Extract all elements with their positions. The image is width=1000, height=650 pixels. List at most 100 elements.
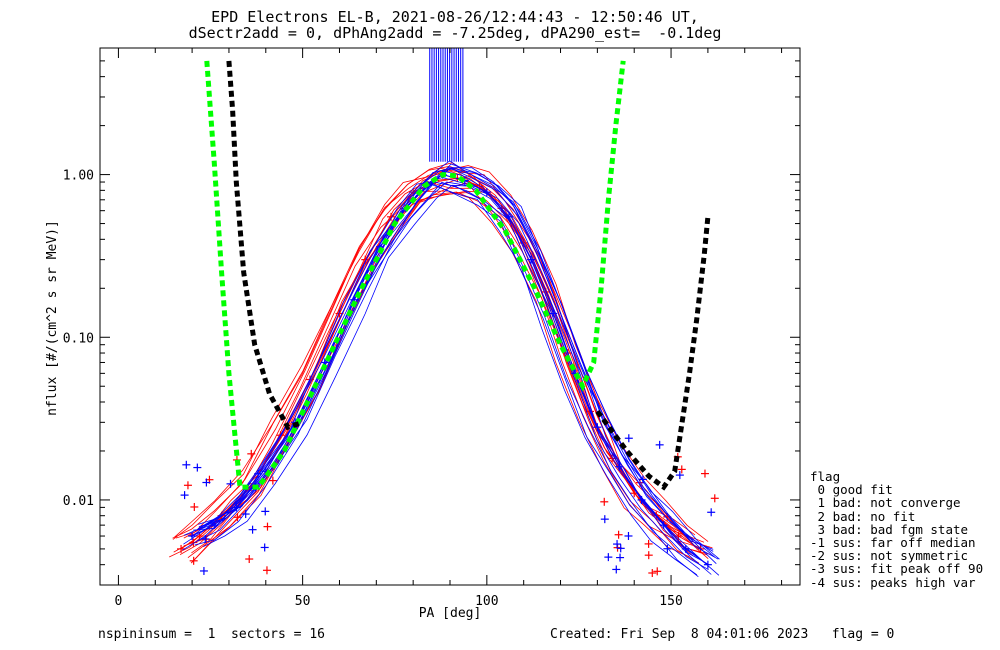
data-point-marker [241,510,250,519]
legend-item: -2 sus: not symmetric [810,548,969,564]
series-trace [203,184,720,576]
data-point-marker [644,539,653,548]
data-point-marker [182,460,191,469]
data-point-marker [504,212,513,221]
data-point-marker [482,188,491,197]
data-point-marker [233,513,242,522]
footer-info: nspininsum = 1 sectors = 16 [98,627,325,642]
data-point-marker [210,521,219,530]
data-point-marker [177,544,186,553]
data-point-marker [549,309,558,318]
data-point-marker [675,471,684,480]
data-point-marker [527,255,536,264]
data-point-marker [245,555,254,564]
data-point-marker [263,522,272,531]
series-trace [183,183,699,578]
data-point-marker [707,508,716,517]
fit-curves [204,60,711,491]
fit-curve-green [204,60,626,490]
series-trace [198,167,715,558]
data-point-marker [653,567,662,576]
data-point-marker [710,494,719,503]
data-point-marker [183,481,192,490]
data-point-marker [260,543,269,552]
chart-title: EPD Electrons EL-B, 2021-08-26/12:44:43 … [211,8,699,26]
data-point-marker [648,568,657,577]
x-tick-label: 0 [115,594,123,609]
data-point-marker [247,449,256,458]
data-point-marker [681,544,690,553]
y-axis-label: nflux [#/(cm^2 s sr MeV)] [45,220,60,416]
y-tick-label: 0.10 [63,331,94,346]
y-tick-label: 1.00 [63,169,94,184]
data-point-marker [387,212,396,221]
legend-item: 3 bad: bad fgm state [810,521,969,537]
data-point-marker [262,566,271,575]
data-point-marker [703,560,712,569]
data-point-marker [248,525,257,534]
data-point-marker [644,551,653,560]
series-trace [197,167,717,564]
y-tick-label: 0.01 [63,494,94,509]
series-trace [190,170,705,563]
data-point-marker [600,497,609,506]
data-point-marker [604,553,613,562]
data-point-marker [199,566,208,575]
data-point-marker [613,540,622,549]
data-point-marker [624,434,633,443]
data-point-marker [232,503,241,512]
series-trace [187,182,708,559]
data-point-marker [201,534,210,543]
series-trace [197,181,712,575]
series-trace [182,183,698,576]
data-point-marker [600,515,609,524]
legend-item: -3 sus: fit peak off 90 [810,561,984,577]
data-point-marker [677,465,686,474]
legend-title: flag [810,469,841,484]
axes: 0 50 100 150 0.01 0.10 1.00 [63,47,800,609]
data-point-marker [616,553,625,562]
data-point-marker [193,463,202,472]
data-point-marker [616,544,625,553]
data-point-marker [663,544,672,553]
series-trace [183,181,701,570]
fit-curve-black [226,60,304,431]
data-point-marker [612,565,621,574]
x-tick-label: 150 [659,594,682,609]
data-point-marker [254,469,263,478]
series-trace [169,190,690,558]
legend-item: -4 sus: peaks high var [810,574,976,590]
data-point-marker [188,532,197,541]
x-tick-label: 100 [475,594,498,609]
data-point-marker [655,440,664,449]
data-point-marker [593,423,602,432]
data-point-marker [226,479,235,488]
footer-created: Created: Fri Sep 8 04:01:06 2023 flag = … [550,627,895,642]
data-point-marker [659,521,668,530]
legend-item: 2 bad: no fit [810,508,916,524]
data-point-marker [637,495,646,504]
x-axis-label: PA [deg] [419,606,482,621]
flag-legend: flag 0 good fit 1 bad: not converge 2 ba… [810,470,983,589]
series-trace [173,180,694,557]
legend-item: 0 good fit [810,482,893,498]
data-point-marker [624,531,633,540]
data-point-marker [638,475,647,484]
legend-item: 1 bad: not converge [810,495,961,511]
data-point-marker [261,507,270,516]
data-point-marker [202,478,211,487]
data-point-marker [268,476,277,485]
series-trace [191,190,709,564]
chart-subtitle: dSectr2add = 0, dPhAng2add = -7.25deg, d… [188,24,722,42]
series-trace [204,167,719,560]
data-point-marker [700,469,709,478]
x-tick-label: 50 [295,594,311,609]
legend-item: -1 sus: far off median [810,535,976,551]
data-point-marker [189,538,198,547]
data-point-marker [189,556,198,565]
data-point-marker [614,530,623,539]
fit-curve-black [595,216,711,491]
data-point-marker [190,502,199,511]
series-trace [194,181,709,571]
